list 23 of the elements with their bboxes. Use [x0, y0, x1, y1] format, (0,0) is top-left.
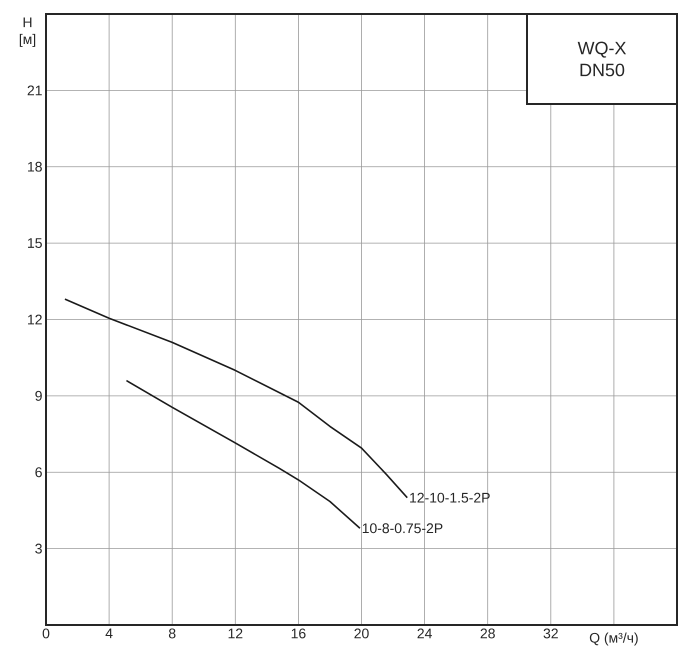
series-label: 10-8-0.75-2P	[362, 523, 442, 534]
y-tick-label: 12	[28, 314, 42, 324]
x-tick-label: 32	[544, 628, 558, 638]
x-tick-label: 24	[418, 628, 432, 638]
text: WQ-X DN50	[578, 42, 626, 76]
x-tick-label: 4	[106, 628, 113, 638]
series-label: 12-10-1.5-2P	[410, 492, 490, 503]
line-series	[126, 380, 361, 530]
y-tick-label: 18	[28, 162, 42, 172]
x-tick-label: 28	[480, 628, 495, 638]
y-tick-label: 6	[35, 467, 42, 478]
y-tick-label: 15	[28, 238, 42, 248]
y-tick-label: 21	[28, 85, 42, 96]
x-tick-label: 20	[354, 628, 369, 638]
x-axis-title: Q (м³/ч)	[590, 632, 638, 646]
x-tick-label: 8	[168, 628, 176, 638]
x-tick-label: 0	[42, 628, 50, 638]
y-axis-title: H [м]	[20, 18, 36, 47]
y-tick-label: 3	[35, 544, 42, 554]
x-tick-label: 12	[228, 628, 242, 638]
x-tick-label: 16	[292, 628, 306, 638]
line-series	[64, 298, 408, 499]
y-tick-label: 9	[35, 390, 42, 401]
